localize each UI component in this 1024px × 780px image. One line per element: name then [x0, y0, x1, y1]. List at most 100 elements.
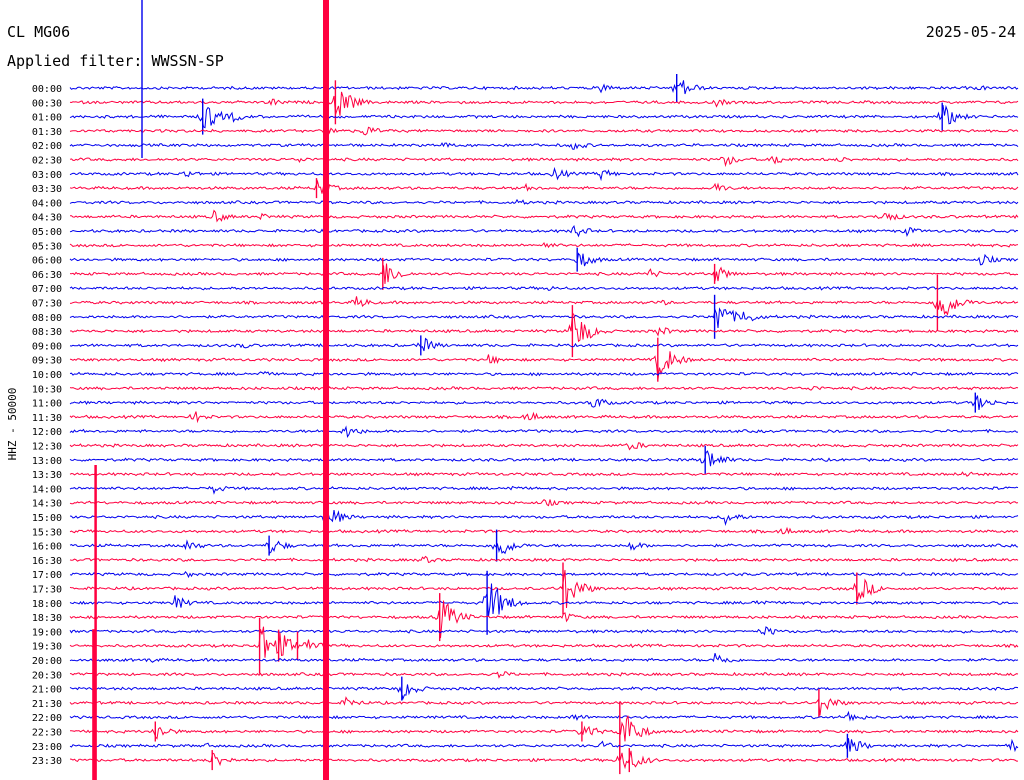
time-label: 05:30: [32, 241, 62, 252]
time-label: 23:00: [32, 742, 62, 753]
traces: [69, 74, 1019, 775]
time-label: 22:30: [32, 728, 62, 739]
record-date: 2025-05-24: [926, 23, 1016, 41]
channel-label: HHZ - 50000: [6, 388, 19, 461]
trace-row: [69, 425, 1018, 439]
trace-row: [69, 411, 1019, 424]
trace-row: [69, 471, 1019, 477]
time-label: 14:00: [32, 484, 62, 495]
time-label: 13:30: [32, 470, 62, 481]
trace-row: [69, 126, 1019, 136]
time-label: 08:00: [32, 313, 62, 324]
time-label: 19:30: [32, 642, 62, 653]
trace-row: [69, 296, 1019, 316]
trace-row: [69, 91, 1019, 116]
time-label: 15:00: [32, 513, 62, 524]
trace-row: [69, 179, 1019, 194]
trace-row: [69, 653, 1019, 663]
time-label: 17:30: [32, 585, 62, 596]
trace-row: [69, 555, 1019, 563]
time-label: 13:00: [32, 456, 62, 467]
trace-row: [69, 569, 1019, 609]
trace-row: [69, 263, 1019, 284]
trace-row: [69, 526, 1019, 535]
trace-row: [69, 626, 1019, 658]
time-label: 01:00: [32, 113, 62, 124]
time-label: 09:00: [32, 341, 62, 352]
trace-row: [69, 626, 1019, 636]
time-label: 01:30: [32, 127, 62, 138]
trace-row: [69, 337, 1019, 352]
filter-label: Applied filter: WWSSN-SP: [7, 52, 224, 70]
time-label: 12:00: [32, 427, 62, 438]
time-label: 16:30: [32, 556, 62, 567]
time-label: 18:30: [32, 613, 62, 624]
trace-row: [69, 166, 1019, 182]
trace-row: [69, 385, 1019, 391]
trace-row: [69, 155, 1019, 168]
time-label: 19:00: [32, 627, 62, 638]
time-label: 15:30: [32, 527, 62, 538]
trace-row: [69, 80, 1019, 95]
time-label: 00:30: [32, 98, 62, 109]
time-label: 11:00: [32, 399, 62, 410]
time-label: 07:30: [32, 299, 62, 310]
trace-row: [69, 499, 1019, 507]
trace-row: [69, 242, 1019, 249]
station-title: CL MG06: [7, 23, 70, 41]
time-label: 02:00: [32, 141, 62, 152]
time-label: 18:00: [32, 599, 62, 610]
trace-row: [69, 307, 1019, 329]
time-label: 06:30: [32, 270, 62, 281]
time-label: 10:00: [32, 370, 62, 381]
trace-row: [69, 142, 1019, 150]
time-label: 02:30: [32, 156, 62, 167]
time-label: 20:30: [32, 670, 62, 681]
trace-row: [69, 311, 1019, 343]
trace-row: [69, 671, 1019, 679]
trace-row: [69, 198, 1019, 205]
trace-row: [69, 738, 1019, 753]
trace-row: [69, 696, 1019, 716]
time-label: 07:00: [32, 284, 62, 295]
trace-row: [69, 104, 1019, 129]
time-label: 12:30: [32, 442, 62, 453]
trace-row: [69, 351, 1019, 380]
time-label: 10:30: [32, 384, 62, 395]
trace-row: [69, 510, 1019, 527]
time-labels: 00:00 00:30 01:00 01:30 02:00 02:30 03:00 03:30…: [32, 84, 62, 767]
trace-row: [69, 285, 1019, 291]
time-label: 21:30: [32, 699, 62, 710]
big-events: [92, 0, 329, 780]
trace-row: [70, 209, 1019, 223]
trace-row: [69, 583, 1019, 617]
trace-row: [69, 252, 1019, 267]
trace-row: [69, 710, 1019, 722]
time-label: 17:00: [32, 570, 62, 581]
time-label: 20:00: [32, 656, 62, 667]
time-label: 05:00: [32, 227, 62, 238]
trace-row: [69, 684, 1019, 701]
trace-row: [69, 539, 1019, 555]
time-label: 22:00: [32, 713, 62, 724]
time-label: 06:00: [32, 256, 62, 267]
big-event-band: [92, 629, 96, 780]
trace-row: [69, 570, 1019, 579]
time-label: 23:30: [32, 756, 62, 767]
trace-row: [69, 600, 1019, 639]
time-label: 16:00: [32, 542, 62, 553]
trace-row: [69, 442, 1019, 451]
big-event-band: [323, 0, 329, 780]
trace-row: [70, 715, 1019, 742]
time-label: 03:00: [32, 170, 62, 181]
trace-row: [69, 224, 1019, 238]
time-label: 14:30: [32, 499, 62, 510]
trace-row: [69, 750, 1018, 770]
trace-row: [69, 370, 1019, 377]
trace-row: [69, 395, 1019, 410]
time-label: 04:30: [32, 213, 62, 224]
trace-row: [69, 450, 1019, 467]
time-label: 21:00: [32, 685, 62, 696]
